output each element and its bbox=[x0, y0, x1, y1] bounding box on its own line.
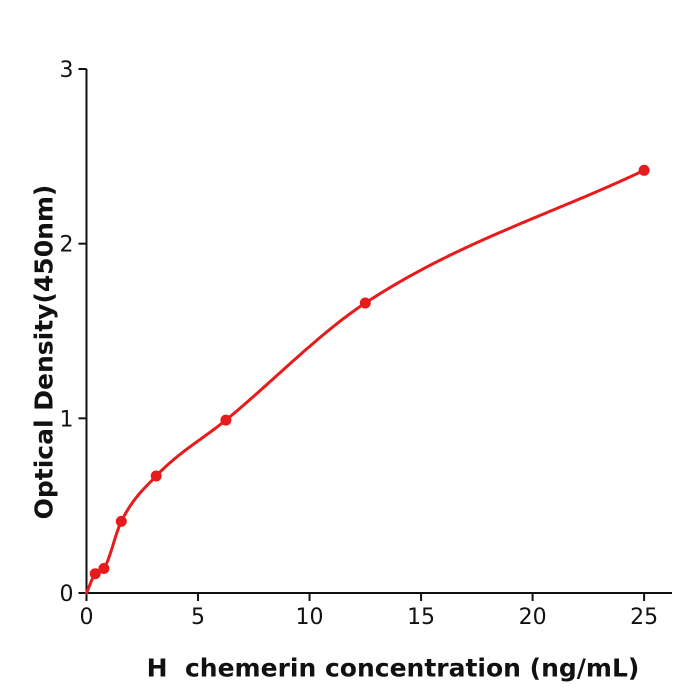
x-tick-label: 5 bbox=[191, 605, 205, 630]
y-tick-label: 2 bbox=[60, 233, 74, 258]
data-point-marker bbox=[115, 515, 127, 527]
data-point-marker bbox=[359, 297, 371, 309]
data-point-marker bbox=[98, 563, 110, 575]
x-tick-label: 10 bbox=[296, 605, 324, 630]
x-tick-label: 25 bbox=[630, 605, 658, 630]
data-point-marker bbox=[89, 568, 101, 580]
data-point-marker bbox=[150, 470, 162, 482]
data-point-marker bbox=[220, 414, 232, 426]
y-tick-label: 0 bbox=[60, 582, 74, 607]
x-axis-title: H chemerin concentration (ng/mL) bbox=[146, 653, 640, 683]
x-tick-label: 20 bbox=[519, 605, 547, 630]
y-tick-label: 3 bbox=[60, 58, 74, 83]
y-axis-title: Optical Density(450nm) bbox=[29, 184, 59, 520]
x-tick-label: 15 bbox=[407, 605, 435, 630]
x-tick-label: 0 bbox=[80, 605, 94, 630]
data-point-marker bbox=[638, 164, 650, 176]
y-tick-label: 1 bbox=[60, 407, 74, 432]
fitted-curve bbox=[85, 168, 646, 595]
